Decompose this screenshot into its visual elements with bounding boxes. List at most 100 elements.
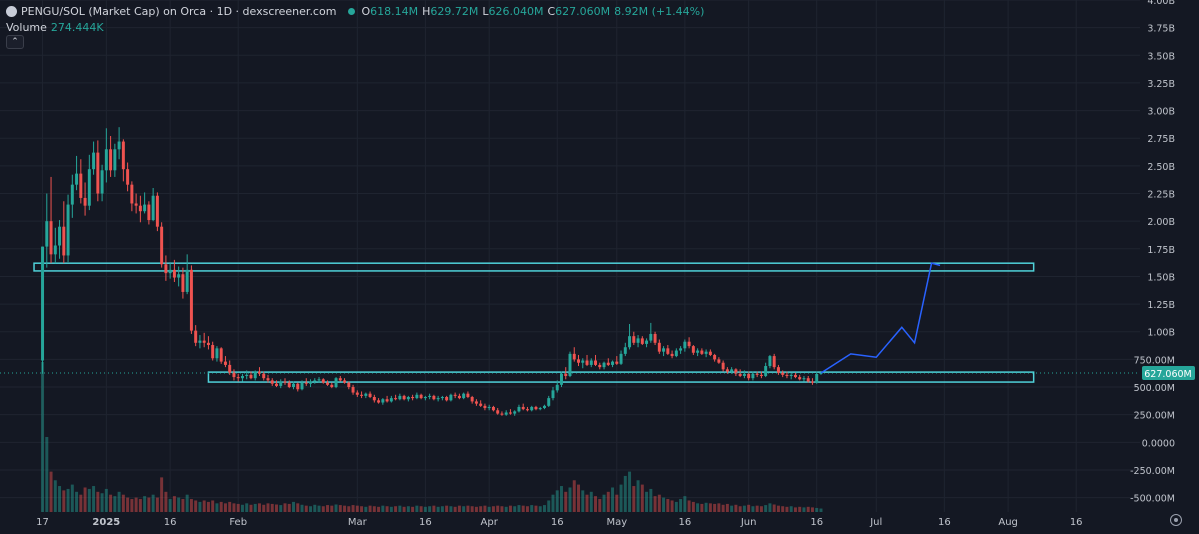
volume-bar xyxy=(372,506,376,512)
candle-body xyxy=(351,387,355,393)
volume-bar xyxy=(530,505,534,512)
volume-bar xyxy=(785,506,789,512)
candle-body xyxy=(649,333,653,341)
candle-body xyxy=(432,395,436,400)
volume-bar xyxy=(164,491,168,512)
candle-body xyxy=(275,383,278,386)
volume-bar xyxy=(232,503,236,512)
volume-bar xyxy=(483,505,487,512)
volume-bar xyxy=(364,506,368,512)
collapse-legend-button[interactable]: ⌃ xyxy=(6,35,24,49)
volume-bar xyxy=(300,504,304,512)
symbol-title[interactable]: PENGU/SOL (Market Cap) on Orca · 1D · de… xyxy=(21,4,337,18)
volume-bar xyxy=(508,505,512,512)
candle-body xyxy=(240,375,244,379)
candle-body xyxy=(636,338,640,343)
candle-body xyxy=(611,361,615,365)
volume-bar xyxy=(189,499,193,512)
candle-body xyxy=(696,350,700,353)
candle-body xyxy=(130,184,134,204)
candle-body xyxy=(547,398,551,406)
candle-body xyxy=(577,359,580,363)
candle-body xyxy=(292,383,295,388)
volume-bar xyxy=(53,480,57,512)
candle-body xyxy=(530,406,534,411)
volume-bar xyxy=(257,503,261,512)
volume-bar xyxy=(789,506,793,512)
volume-row: Volume 274.444K xyxy=(6,19,708,35)
volume-bar xyxy=(398,505,402,512)
candle-body xyxy=(151,195,155,221)
x-tick-label: Mar xyxy=(348,517,368,528)
candle-body xyxy=(406,396,410,400)
candle-body xyxy=(326,382,330,385)
candle-body xyxy=(806,378,810,382)
projection-line xyxy=(820,262,941,374)
candle-body xyxy=(334,378,338,388)
x-tick-label: Jul xyxy=(869,517,882,528)
volume-bar xyxy=(62,490,66,512)
support-resistance-zone xyxy=(207,371,1035,383)
volume-bar xyxy=(87,488,91,512)
volume-bar xyxy=(628,471,632,512)
candle-body xyxy=(755,373,759,375)
volume-bar xyxy=(474,506,478,512)
candle-body xyxy=(75,173,79,185)
candle-body xyxy=(147,204,151,221)
candle-body xyxy=(479,403,483,406)
volume-bar xyxy=(500,506,504,512)
live-status-icon xyxy=(348,7,356,15)
volume-bar xyxy=(368,505,372,512)
candle-body xyxy=(245,374,249,376)
candle-body xyxy=(721,362,725,370)
candle-body xyxy=(645,340,649,344)
volume-bar xyxy=(725,503,729,512)
volume-bar xyxy=(768,503,772,512)
volume-bar xyxy=(109,494,113,512)
volume-bar xyxy=(415,505,419,512)
volume-bar xyxy=(419,506,423,512)
volume-bar xyxy=(734,504,738,512)
last-price-tag xyxy=(1142,365,1195,380)
volume-bar xyxy=(355,505,359,512)
volume-bar xyxy=(521,505,525,512)
volume-bar xyxy=(292,501,295,512)
volume-bar xyxy=(513,506,517,512)
candle-body xyxy=(360,394,364,396)
candle-body xyxy=(62,226,66,256)
candle-body xyxy=(104,149,108,171)
volume-bar xyxy=(334,504,338,512)
y-tick-label: 1.75B xyxy=(1147,245,1175,256)
candle-body xyxy=(287,382,291,388)
candle-body xyxy=(58,226,62,246)
candle-body xyxy=(810,381,814,383)
x-tick-label: 2025 xyxy=(92,517,120,528)
volume-bar xyxy=(155,497,159,512)
x-tick-label: 16 xyxy=(810,517,823,528)
candle-body xyxy=(730,369,734,372)
candle-body xyxy=(143,204,147,212)
candle-body xyxy=(96,152,100,194)
gear-icon[interactable] xyxy=(1170,514,1182,526)
volume-bar xyxy=(449,506,453,512)
volume-bar xyxy=(793,507,797,512)
volume-bar xyxy=(479,506,483,512)
volume-bar xyxy=(491,506,495,512)
candle-body xyxy=(657,342,661,352)
candle-body xyxy=(172,269,176,278)
candle-body xyxy=(738,373,742,376)
volume-bar xyxy=(219,501,223,512)
volume-bar xyxy=(577,484,580,512)
candle-body xyxy=(759,374,763,376)
candle-body xyxy=(462,393,466,399)
candle-body xyxy=(662,348,666,352)
volume-bar xyxy=(177,497,181,512)
candle-body xyxy=(313,380,317,382)
volume-bar xyxy=(691,501,695,512)
y-tick-label: 2.50B xyxy=(1147,162,1175,173)
volume-bar xyxy=(772,504,776,512)
y-tick-label: 0.0000 xyxy=(1142,438,1175,449)
volume-bar xyxy=(351,505,355,512)
